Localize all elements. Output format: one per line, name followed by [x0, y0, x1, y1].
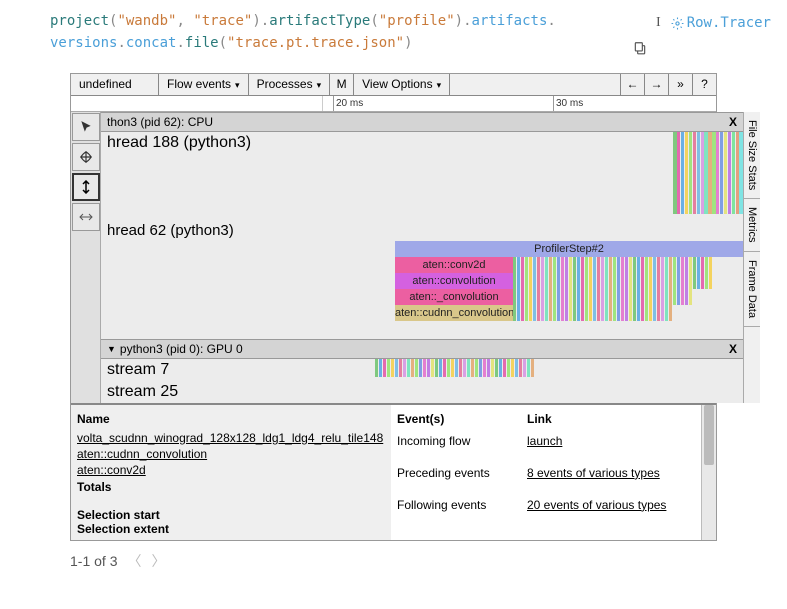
details-panel: Name volta_scudnn_winograd_128x128_ldg1_… [71, 403, 716, 540]
close-icon[interactable]: X [729, 115, 737, 129]
selection-start-label: Selection start [77, 508, 385, 522]
event-label: Following events [397, 498, 527, 512]
link-column-header: Link [527, 409, 552, 430]
stream-25-row[interactable]: stream 25 [101, 381, 743, 403]
stack-bar-convolution: aten::convolution [395, 273, 513, 289]
viewer-toolbar: undefined Flow events Processes M View O… [71, 74, 716, 96]
name-row[interactable]: aten::conv2d [77, 462, 385, 478]
event-link[interactable]: 20 events of various types [527, 498, 666, 512]
tab-file-size-stats[interactable]: File Size Stats [744, 112, 760, 199]
right-tabs: File Size Stats Metrics Frame Data [743, 112, 760, 403]
code-expression: project("wandb", "trace").artifactType("… [0, 0, 787, 65]
cpu-section-header[interactable]: thon3 (pid 62): CPU X [101, 112, 743, 132]
selection-extent-label: Selection extent [77, 522, 385, 536]
tool-palette [71, 112, 101, 403]
gear-icon [671, 17, 684, 30]
time-ruler[interactable]: 20 ms 30 ms [71, 96, 716, 112]
event-row: Incoming flowlaunch [397, 430, 695, 462]
next-page-button[interactable]: 〉 [151, 551, 165, 571]
event-link[interactable]: 8 events of various types [527, 466, 660, 480]
gpu-section-header[interactable]: ▼ python3 (pid 0): GPU 0 X [101, 339, 743, 359]
view-options-button[interactable]: View Options [354, 74, 450, 95]
copy-icon[interactable] [633, 41, 647, 55]
processes-button[interactable]: Processes [249, 74, 331, 95]
stack-bar-profilerstep: ProfilerStep#2 [395, 241, 743, 257]
event-link[interactable]: launch [527, 434, 562, 448]
event-label: Preceding events [397, 466, 527, 480]
vertical-scrollbar[interactable] [701, 405, 716, 540]
name-column-header[interactable]: Name [77, 409, 385, 430]
thread-188-events[interactable] [673, 132, 743, 214]
pagination: 1-1 of 3 〈 〉 [0, 541, 787, 581]
stream-7-row[interactable]: stream 7 [101, 359, 743, 381]
tab-metrics[interactable]: Metrics [744, 199, 760, 251]
text-cursor-icon: I [656, 12, 661, 34]
name-row[interactable]: volta_scudnn_winograd_128x128_ldg1_ldg4_… [77, 430, 385, 446]
tracks-area[interactable]: thon3 (pid 62): CPU X hread 188 (python3… [101, 112, 743, 403]
nav-forward-button[interactable]: → [644, 74, 668, 95]
prev-page-button[interactable]: 〈 [127, 551, 141, 571]
help-button[interactable]: ? [692, 74, 716, 95]
ruler-tick: 20 ms [333, 96, 363, 111]
zoom-h-tool[interactable] [72, 203, 100, 231]
stack-bar-cudnn_convolution: aten::cudnn_convolution [395, 305, 513, 321]
nav-more-button[interactable]: » [668, 74, 692, 95]
name-row[interactable]: aten::cudnn_convolution [77, 446, 385, 462]
stack-bar-conv2d: aten::conv2d [395, 257, 513, 273]
zoom-v-tool[interactable] [72, 173, 100, 201]
close-icon[interactable]: X [729, 342, 737, 356]
thread-62-row[interactable]: hread 62 (python3) [101, 220, 743, 241]
page-range: 1-1 of 3 [70, 553, 117, 569]
pointer-tool[interactable] [72, 113, 100, 141]
stack-bar-_convolution: aten::_convolution [395, 289, 513, 305]
events-column-header: Event(s) [397, 409, 527, 430]
thread-62-stack[interactable]: ProfilerStep#2 aten::conv2d aten::convol… [101, 241, 743, 339]
viewer-title: undefined [71, 74, 159, 95]
event-row: Following events20 events of various typ… [397, 494, 695, 526]
totals-row: Totals [77, 480, 385, 494]
nav-back-button[interactable]: ← [620, 74, 644, 95]
thread-188-row[interactable]: hread 188 (python3) [101, 132, 743, 220]
event-label: Incoming flow [397, 434, 527, 448]
tab-frame-data[interactable]: Frame Data [744, 252, 760, 327]
row-tracer-link[interactable]: Row.Tracer [671, 12, 771, 34]
ruler-tick: 30 ms [553, 96, 583, 111]
event-row: Preceding events8 events of various type… [397, 462, 695, 494]
pan-tool[interactable] [72, 143, 100, 171]
trace-viewer: undefined Flow events Processes M View O… [70, 73, 717, 541]
m-button[interactable]: M [330, 74, 354, 95]
flow-events-button[interactable]: Flow events [159, 74, 249, 95]
